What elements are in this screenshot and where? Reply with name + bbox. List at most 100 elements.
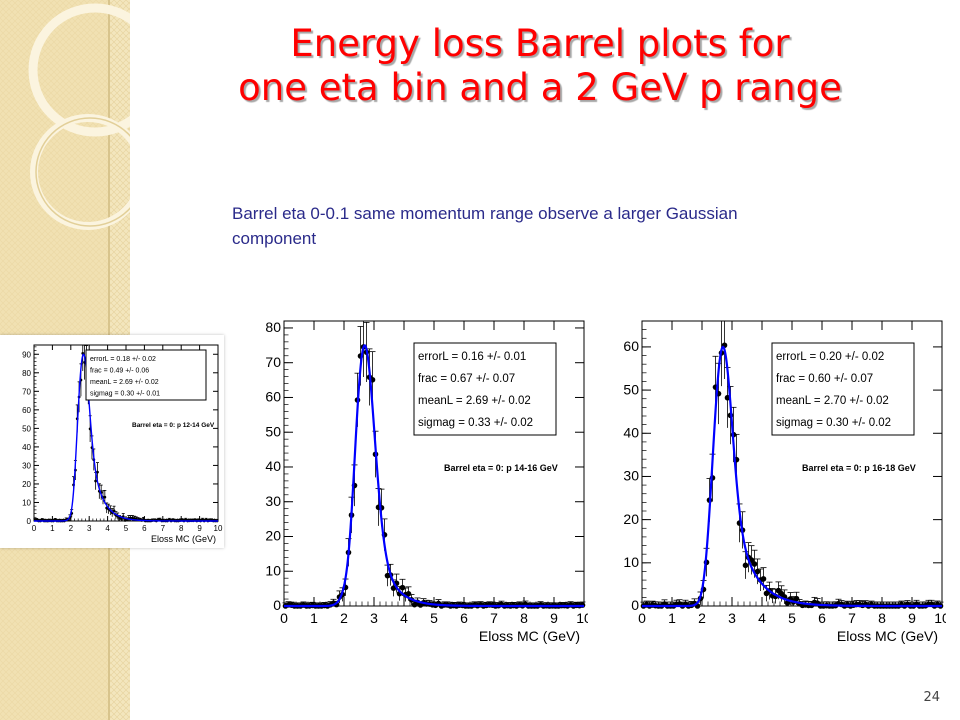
chart1-x-tick-label: 4 [105,524,110,533]
chart2-x-tick-label: 3 [370,610,378,626]
chart2-y-tick-label: 50 [265,423,281,439]
chart3-x-tick-label: 6 [818,610,826,626]
chart3-y-tick-label: 0 [631,597,639,613]
chart1-y-tick-label: 60 [22,406,31,415]
chart3-x-tick-label: 8 [878,610,886,626]
chart3-x-tick-label: 7 [848,610,856,626]
chart1-x-tick-label: 10 [214,524,223,533]
chart3-x-tick-label: 0 [638,610,646,626]
chart2-x-axis-title: Eloss MC (GeV) [479,628,580,644]
chart2-stats-line: meanL = 2.69 +/- 0.02 [418,395,531,407]
chart1-data-point [103,495,107,499]
chart1-stats-line: errorL = 0.18 +/- 0.02 [90,356,156,363]
chart3-stats-line: meanL = 2.70 +/- 0.02 [776,395,889,407]
chart3-data-point [793,595,800,602]
chart2-y-tick-label: 20 [265,528,281,544]
chart2-stats-line: sigmag = 0.33 +/- 0.02 [418,417,533,429]
chart1-stats-line: sigmag = 0.30 +/- 0.01 [90,391,160,398]
chart3-x-tick-label: 2 [698,610,706,626]
chart1-data-point [120,517,123,521]
chart3-x-tick-label: 5 [788,610,796,626]
eloss-plot-p14-16: 0 10 20 30 40 50 60 70 80 0 1 2 3 4 5 6 7 8 9 10 Eloss MC (G… [258,315,588,645]
chart2-fit-curve [284,344,584,608]
chart2-x-tick-label: 6 [460,610,468,626]
chart3-stats-line: sigmag = 0.30 +/- 0.02 [776,417,891,429]
slide-title: Energy loss Barrel plots for one eta bin… [130,22,950,110]
chart1-x-tick-label: 5 [124,524,129,533]
chart3-stats-line: frac = 0.60 +/- 0.07 [776,373,873,385]
slide-title-line-1: Energy loss Barrel plots for [290,22,790,65]
slide-title-line-2: one eta bin and a 2 GeV p range [238,66,842,109]
eloss-plot-p16-18: 0 10 20 30 40 50 60 0 1 2 3 4 5 6 7 8 9 10 Eloss MC (GeV) e… [616,315,946,645]
chart3-x-axis-title: Eloss MC (GeV) [837,628,938,644]
chart2-y-tick-label: 30 [265,493,281,509]
chart3-x-tick-label: 3 [728,610,736,626]
eloss-plot-p16-18-svg: 0 10 20 30 40 50 60 0 1 2 3 4 5 6 7 8 9 10 Eloss MC (GeV) e… [623,320,946,644]
chart2-x-tick-label: 2 [340,610,348,626]
chart1-x-tick-label: 8 [179,524,184,533]
chart3-data-point [742,562,749,569]
chart3-x-tick-label: 1 [668,610,676,626]
chart1-y-tick-label: 10 [22,499,31,508]
chart1-y-tick-label: 30 [22,461,31,470]
chart3-y-tick-label: 60 [623,338,639,354]
chart2-y-tick-label: 80 [265,319,281,335]
chart3-x-tick-label: 4 [758,610,766,626]
slide-body-text: Barrel eta 0-0.1 same momentum range obs… [232,204,738,248]
chart1-y-tick-label: 80 [22,369,31,378]
chart2-y-tick-label: 60 [265,389,281,405]
chart2-y-tick-label: 10 [265,562,281,578]
chart1-x-tick-label: 9 [197,524,202,533]
chart3-y-tick-label: 50 [623,381,639,397]
chart1-y-tick-label: 90 [22,350,31,359]
chart2-x-tick-label: 1 [310,610,318,626]
chart2-y-tick-label: 70 [265,354,281,370]
chart1-stats-line: frac = 0.49 +/- 0.06 [90,368,149,375]
chart3-fit-curve [642,345,942,608]
chart1-x-axis-title: Eloss MC (GeV) [151,534,216,544]
chart2-stats-box [413,342,557,436]
chart3-y-tick-label: 40 [623,424,639,440]
chart3-stats-box [771,342,915,436]
chart1-stats-line: meanL = 2.69 +/- 0.02 [90,379,159,386]
chart2-stats-line: errorL = 0.16 +/- 0.01 [418,351,526,363]
chart3-data-point [754,568,761,575]
chart1-plot-label: Barrel eta = 0: p 12-14 GeV [132,422,215,429]
chart1-data-point [94,479,98,483]
eloss-plot-p12-14: 0 10 20 30 40 50 60 70 80 90 0 1 2 3 4 5 6 7 8 9 10 Eloss MC … [0,335,224,548]
chart1-y-tick-label: 20 [22,480,31,489]
chart1-y-tick-label: 0 [27,517,32,526]
chart2-y-tick-label: 0 [273,597,281,613]
chart1-y-tick-label: 50 [22,424,31,433]
chart3-y-tick-label: 20 [623,511,639,527]
chart2-data-point [405,590,412,597]
chart1-fit-curve [34,353,218,522]
chart2-stats-line: frac = 0.67 +/- 0.07 [418,373,515,385]
chart3-y-tick-label: 10 [623,554,639,570]
chart2-x-tick-label: 4 [400,610,408,626]
chart2-x-tick-label: 10 [576,610,588,626]
chart3-x-tick-label: 10 [934,610,946,626]
chart2-x-tick-label: 0 [280,610,288,626]
chart2-x-tick-label: 7 [490,610,498,626]
chart1-x-tick-label: 7 [161,524,166,533]
chart3-x-tick-label: 9 [908,610,916,626]
chart1-x-tick-label: 1 [50,524,55,533]
chart2-x-tick-label: 5 [430,610,438,626]
eloss-plot-p14-16-svg: 0 10 20 30 40 50 60 70 80 0 1 2 3 4 5 6 7 8 9 10 Eloss MC (G… [265,319,588,644]
chart1-data-point [96,470,99,474]
chart2-plot-label: Barrel eta = 0: p 14-16 GeV [444,463,558,473]
chart3-plot-label: Barrel eta = 0: p 16-18 GeV [802,463,916,473]
chart2-y-tick-label: 40 [265,458,281,474]
chart1-y-tick-label: 40 [22,443,31,452]
chart2-x-tick-label: 9 [550,610,558,626]
chart1-x-tick-label: 0 [32,524,37,533]
chart1-stats-box [85,349,207,401]
page-number: 24 [923,690,940,705]
chart3-y-tick-label: 30 [623,468,639,484]
chart1-x-tick-label: 3 [87,524,92,533]
chart1-x-tick-label: 2 [69,524,74,533]
chart1-x-tick-label: 6 [142,524,147,533]
chart1-y-tick-label: 70 [22,387,31,396]
